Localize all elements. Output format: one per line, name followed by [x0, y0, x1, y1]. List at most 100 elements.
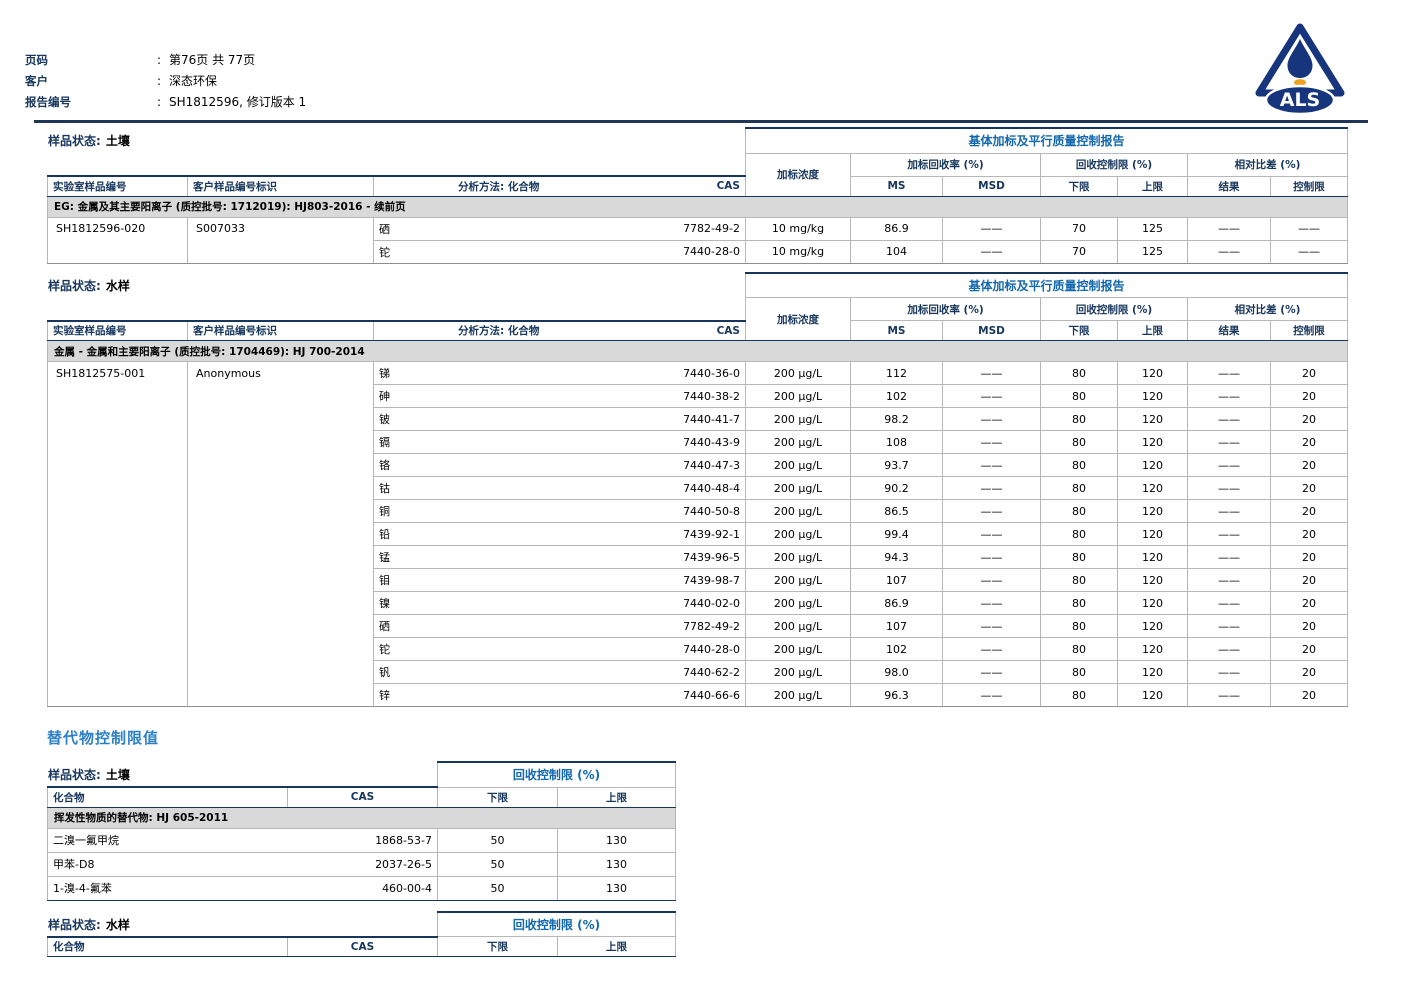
col-ms: MS: [850, 320, 943, 341]
rpd-limit-cell: 20: [1270, 683, 1348, 707]
ms-cell: 98.0: [850, 660, 943, 684]
compound-cell: 铊: [373, 637, 624, 661]
msd-cell: ——: [942, 453, 1041, 477]
upper-limit-cell: 130: [556, 875, 677, 901]
rpd-limit-cell: 20: [1270, 614, 1348, 638]
client-sample-id-cell: [187, 637, 374, 661]
col-rpd: 相对比差 (%): [1187, 297, 1348, 321]
upper-limit-cell: 120: [1117, 453, 1188, 477]
lower-limit-cell: 80: [1040, 384, 1118, 408]
qc-title-row: 基体加标及平行质量控制报告: [48, 127, 1348, 154]
msd-cell: ——: [942, 476, 1041, 500]
spike-conc-cell: 200 µg/L: [745, 545, 851, 569]
compound-cell: 二溴一氟甲烷: [47, 827, 288, 853]
msd-cell: ——: [942, 361, 1041, 385]
ms-cell: 112: [850, 361, 943, 385]
surrogate-title-row: 回收控制限 (%): [48, 910, 677, 937]
col-spike-conc: 加标浓度: [745, 152, 851, 197]
lower-limit-cell: 80: [1040, 407, 1118, 431]
qc-data-row: 砷 7440-38-2 200 µg/L 102 —— 80 120 —— 20: [47, 384, 1348, 408]
compound-cell: 铜: [373, 499, 624, 523]
surrogate-group-label: 挥发性物质的替代物: HJ 605-2011: [46, 806, 677, 829]
lower-limit-cell: 70: [1040, 239, 1118, 264]
msd-cell: ——: [942, 614, 1041, 638]
spike-conc-cell: 200 µg/L: [745, 407, 851, 431]
rpd-result-cell: ——: [1187, 476, 1271, 500]
rpd-limit-cell: 20: [1270, 476, 1348, 500]
col-upper: 上限: [1117, 175, 1188, 197]
rpd-limit-cell: ——: [1270, 216, 1348, 241]
soil-qc-table: 基体加标及平行质量控制报告 加标浓度 加标回收率 (%) 回收控制限 (%) 相…: [47, 127, 1348, 264]
page-header: 页码 : 第76页 共 77页 客户 : 深态环保 报告编号 : SH18125…: [0, 0, 1402, 112]
sample-status-soil: 样品状态: 土壤: [48, 132, 130, 149]
client-sample-id-cell: [187, 614, 374, 638]
rpd-limit-cell: 20: [1270, 637, 1348, 661]
qc-title-row: 基体加标及平行质量控制报告: [48, 271, 1348, 298]
surrogate-column-header-row: 化合物 CAS 下限 上限: [47, 786, 677, 808]
col-result: 结果: [1187, 320, 1271, 341]
qc-report-title: 基体加标及平行质量控制报告: [745, 271, 1348, 298]
col-cas: CAS: [287, 935, 438, 957]
upper-limit-cell: 130: [556, 851, 677, 877]
header-field-separator: :: [157, 94, 162, 109]
qc-data-row: 铊 7440-28-0 200 µg/L 102 —— 80 120 —— 20: [47, 637, 1348, 661]
rpd-limit-cell: 20: [1270, 453, 1348, 477]
header-field-value: SH1812596, 修订版本 1: [169, 95, 307, 109]
client-sample-id-cell: [187, 683, 374, 707]
lower-limit-cell: 80: [1040, 660, 1118, 684]
client-sample-id-cell: [187, 384, 374, 408]
lab-sample-id-cell: [47, 545, 188, 569]
ms-cell: 99.4: [850, 522, 943, 546]
msd-cell: ——: [942, 660, 1041, 684]
col-spike-recovery: 加标回收率 (%): [850, 297, 1041, 321]
water-qc-table: 基体加标及平行质量控制报告 加标浓度 加标回收率 (%) 回收控制限 (%) 相…: [47, 271, 1348, 707]
upper-limit-cell: 125: [1117, 216, 1188, 241]
ms-cell: 108: [850, 430, 943, 454]
spike-conc-cell: 200 µg/L: [745, 499, 851, 523]
client-sample-id-cell: [187, 476, 374, 500]
spike-conc-cell: 200 µg/L: [745, 476, 851, 500]
col-cas: CAS: [287, 786, 438, 808]
upper-limit-cell: 125: [1117, 239, 1188, 264]
client-sample-id-cell: [187, 545, 374, 569]
rpd-result-cell: ——: [1187, 591, 1271, 615]
header-field-value: 深态环保: [169, 74, 218, 88]
client-sample-id-cell: [187, 568, 374, 592]
qc-data-row: SH1812575-001 Anonymous 锑 7440-36-0 200 …: [47, 361, 1348, 385]
spike-conc-cell: 200 µg/L: [745, 614, 851, 638]
batch-group-label: EG: 金属及其主要阳离子 (质控批号: 1712019): HJ803-201…: [47, 195, 1348, 218]
header-field-row: 报告编号 : SH1812596, 修订版本 1: [25, 91, 1402, 112]
sample-status-soil-surrogate: 样品状态: 土壤: [48, 766, 130, 783]
msd-cell: ——: [942, 499, 1041, 523]
col-control-limit: 控制限: [1270, 175, 1348, 197]
rpd-result-cell: ——: [1187, 637, 1271, 661]
header-field-label: 客户: [25, 73, 48, 88]
lab-sample-id-cell: [47, 240, 188, 264]
lower-limit-cell: 80: [1040, 522, 1118, 546]
rpd-limit-cell: 20: [1270, 407, 1348, 431]
rpd-result-cell: ——: [1187, 568, 1271, 592]
compound-cell: 钒: [373, 660, 624, 684]
upper-limit-cell: 120: [1117, 637, 1188, 661]
msd-cell: ——: [942, 239, 1041, 264]
col-lab-sample-id: 实验室样品编号: [47, 175, 188, 197]
cas-cell: 7440-47-3: [623, 453, 746, 477]
logo-text: ALS: [1280, 89, 1321, 111]
ms-cell: 104: [850, 239, 943, 264]
rpd-result-cell: ——: [1187, 216, 1271, 241]
lab-sample-id-cell: [47, 637, 188, 661]
col-lower: 下限: [437, 786, 558, 808]
qc-group-header-row: 加标浓度 加标回收率 (%) 回收控制限 (%) 相对比差 (%): [48, 152, 1348, 197]
ms-cell: 86.9: [850, 216, 943, 241]
qc-data-row: 锌 7440-66-6 200 µg/L 96.3 —— 80 120 —— 2…: [47, 683, 1348, 707]
header-field-label: 报告编号: [25, 94, 71, 109]
upper-limit-cell: 120: [1117, 499, 1188, 523]
compound-cell: 钴: [373, 476, 624, 500]
rpd-limit-cell: ——: [1270, 239, 1348, 264]
msd-cell: ——: [942, 637, 1041, 661]
rpd-limit-cell: 20: [1270, 545, 1348, 569]
ms-cell: 107: [850, 614, 943, 638]
rpd-result-cell: ——: [1187, 361, 1271, 385]
lower-limit-cell: 80: [1040, 683, 1118, 707]
spike-conc-cell: 10 mg/kg: [745, 239, 851, 264]
